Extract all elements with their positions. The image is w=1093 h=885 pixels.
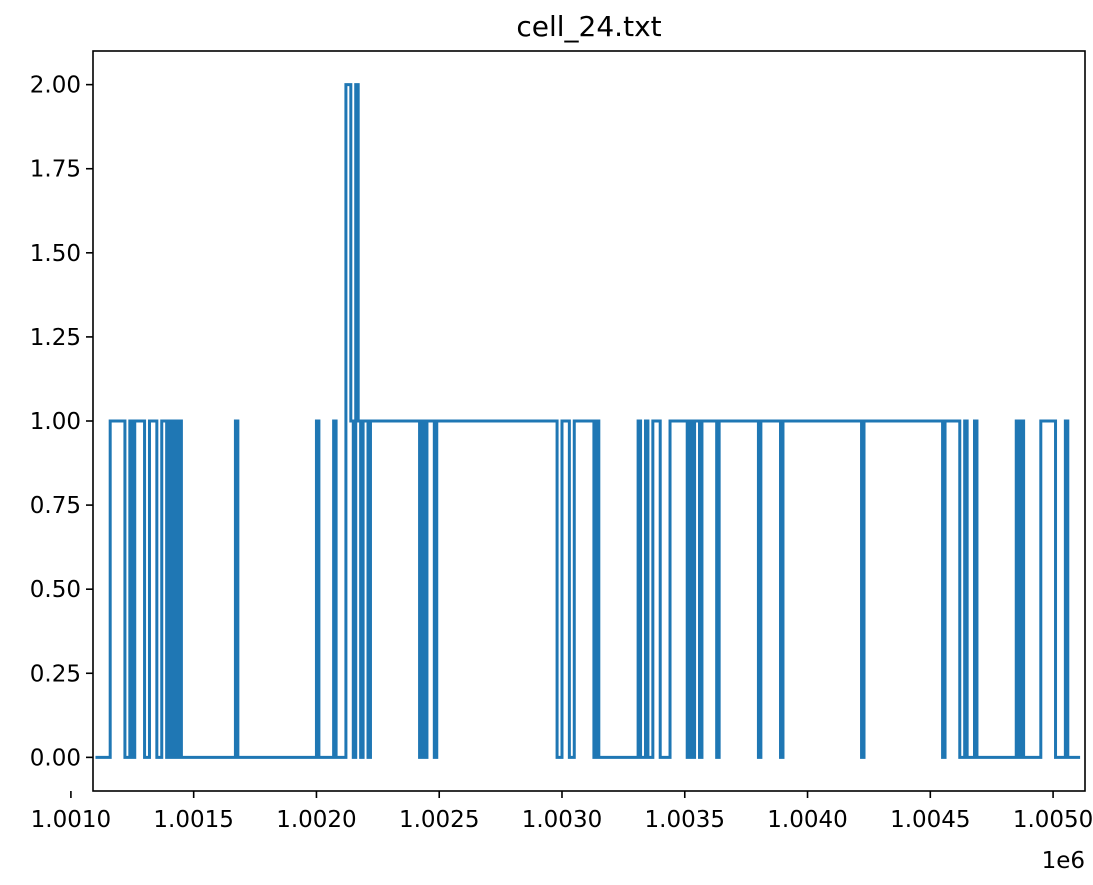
x-tick-label: 1.0035 [645,807,725,833]
y-tick-label: 0.75 [30,493,81,519]
x-offset-label: 1e6 [1042,848,1085,874]
y-tick-label: 1.75 [30,157,81,183]
x-tick-label: 1.0010 [31,807,111,833]
x-tick-label: 1.0050 [1013,807,1093,833]
x-tick-label: 1.0025 [399,807,479,833]
x-tick-label: 1.0020 [276,807,356,833]
axes-frame [92,50,1086,792]
plot-area [95,83,1081,759]
y-tick-label: 0.00 [30,745,81,771]
x-tick-label: 1.0015 [153,807,233,833]
y-tick-label: 1.25 [30,325,81,351]
x-tick-label: 1.0045 [890,807,970,833]
x-tick-label: 1.0040 [767,807,847,833]
x-tick-label: 1.0030 [522,807,602,833]
y-tick-label: 2.00 [30,73,81,99]
y-tick-label: 1.00 [30,409,81,435]
y-tick-label: 1.50 [30,241,81,267]
y-tick-label: 0.50 [30,577,81,603]
chart-title: cell_24.txt [516,10,661,43]
series-line-0 [95,83,1081,759]
axis-ticks: 1.0010 1.0015 1.0020 1.0025 1.0030 1.0035 1.00… [30,73,1093,833]
y-tick-label: 0.25 [30,661,81,687]
